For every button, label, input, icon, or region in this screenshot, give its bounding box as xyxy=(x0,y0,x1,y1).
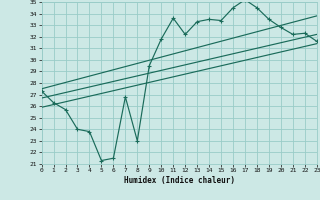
X-axis label: Humidex (Indice chaleur): Humidex (Indice chaleur) xyxy=(124,176,235,185)
